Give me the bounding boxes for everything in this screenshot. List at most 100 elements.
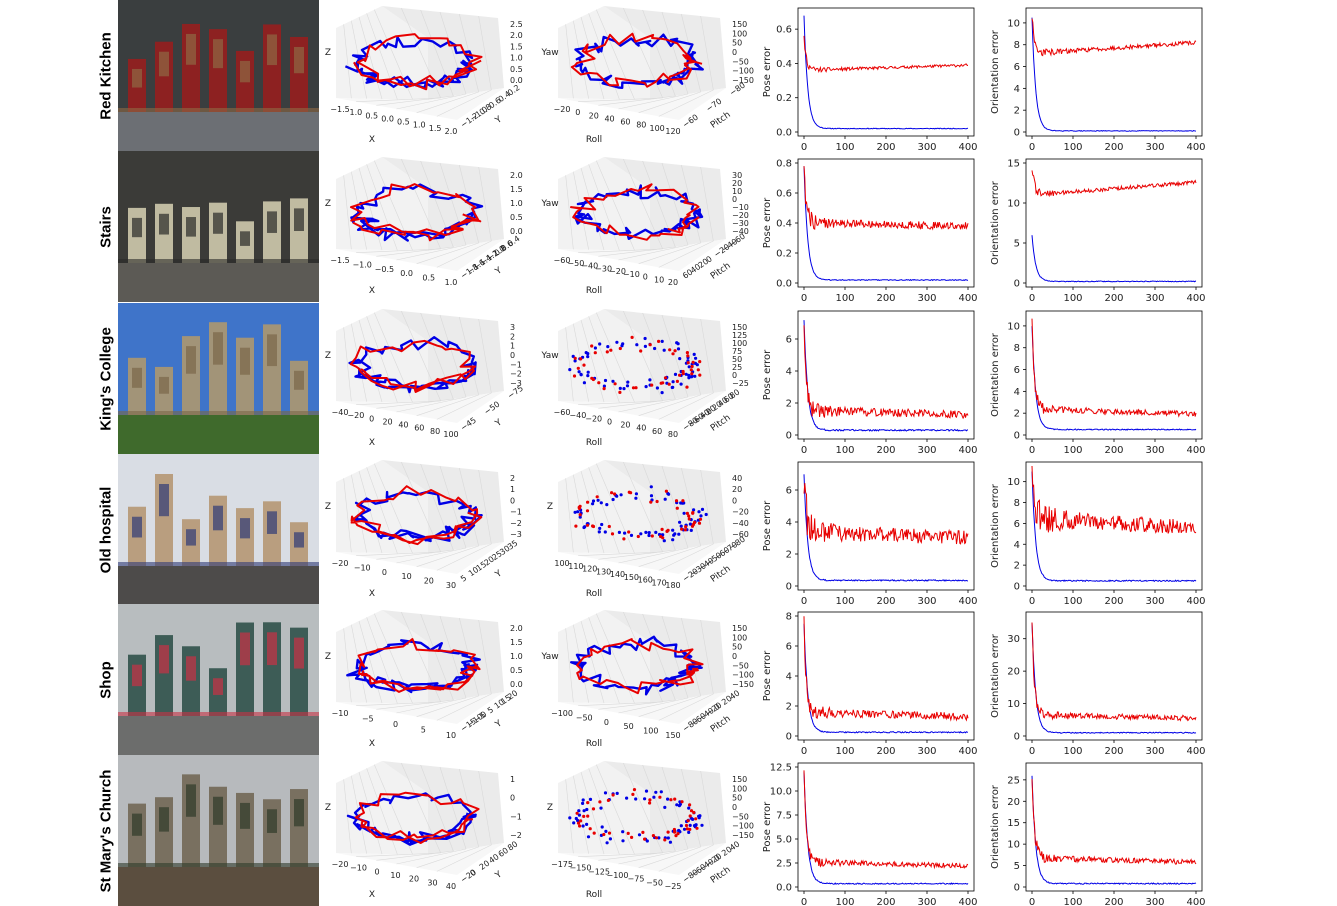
z-tick-label: −10: [732, 203, 749, 212]
trajectory-point-ground-truth: [586, 835, 591, 839]
trajectory-point-ground-truth: [621, 342, 625, 346]
grid-line: [588, 617, 620, 704]
grid-line: [376, 95, 454, 106]
z-tick-label: 0: [732, 803, 737, 812]
y-tick-label: 0.4: [776, 219, 792, 230]
y-tick-label: 0: [704, 254, 713, 264]
grid-line: [565, 327, 574, 402]
photo-window: [186, 33, 196, 65]
z-tick-label: −25: [732, 379, 749, 388]
scene-row: St Mary's Church 1 0 −1 −2 Z −20 −10 0 10 20 30 40 X −…: [0, 755, 1337, 906]
y-tick-label: 0: [1014, 883, 1020, 894]
trajectory-point-ground-truth: [583, 525, 587, 529]
series-line-predicted: [1031, 779, 1197, 866]
x-tick-label: 10: [390, 871, 400, 880]
x-axis-label: Roll: [586, 135, 602, 145]
trajectory-point-predicted: [634, 386, 638, 390]
z-tick-label: 1.0: [510, 199, 523, 208]
z-axis-label: Yaw: [540, 652, 558, 662]
scene-name: Old hospital: [97, 486, 115, 573]
z-tick-label: 50: [732, 794, 742, 803]
trajectory-point-predicted: [605, 350, 609, 354]
photo-window: [294, 532, 304, 548]
scene-name: St Mary's Church: [97, 769, 115, 892]
photo-ledge: [118, 562, 319, 566]
z-tick-label: 1.5: [510, 42, 523, 51]
trajectory-point-ground-truth: [671, 385, 675, 389]
x-tick-label: 200: [1104, 293, 1123, 304]
grid-line: [396, 93, 467, 110]
trajectory-point-predicted: [613, 382, 617, 386]
trajectory-point-ground-truth: [621, 839, 625, 843]
trajectory-point-predicted: [674, 499, 679, 503]
trajectory-point-ground-truth: [586, 352, 590, 356]
grid-line: [356, 701, 441, 706]
y-tick-label: 0.4: [776, 59, 792, 70]
trajectory-point-predicted: [659, 381, 663, 385]
y-tick-label: 8: [1014, 40, 1020, 51]
scene-photo-frame: [118, 454, 319, 605]
z-tick-label: −150: [732, 831, 754, 840]
trajectory-point-predicted: [694, 817, 698, 821]
grid-line: [358, 319, 383, 403]
trajectory-point-ground-truth: [634, 492, 638, 496]
photo-window: [240, 347, 250, 375]
x-tick-label: 100: [835, 897, 854, 906]
trajectory-point-predicted: [618, 390, 622, 394]
trajectory-point-ground-truth: [645, 839, 649, 843]
z-tick-label: 150: [732, 624, 747, 633]
trajectory-point-ground-truth: [671, 528, 675, 532]
photo-window: [267, 34, 277, 66]
x-tick-label: 300: [1145, 293, 1164, 304]
z-tick-label: 50: [732, 355, 742, 364]
photo-window: [294, 637, 304, 669]
y-tick-label: 0: [704, 406, 713, 416]
trajectory-point-ground-truth: [660, 391, 664, 395]
photo-window: [159, 51, 169, 77]
trajectory-point-ground-truth: [700, 823, 704, 827]
trajectory-point-ground-truth: [621, 830, 625, 834]
grid-line: [376, 699, 454, 710]
scene-name: Stairs: [97, 205, 115, 248]
grid-line: [578, 400, 663, 405]
z-tick-label: 0: [510, 351, 515, 360]
y-axis-label: Orientation error: [990, 332, 1001, 417]
x-tick-label: −1.0: [352, 260, 371, 269]
photo-window: [132, 367, 142, 388]
y-tick-label: 6: [1014, 519, 1020, 530]
trajectory-point-ground-truth: [679, 382, 683, 386]
photo-window: [186, 346, 196, 374]
photo-window: [159, 807, 169, 832]
trajectory-point-predicted: [607, 524, 611, 529]
trajectory-point-predicted: [665, 529, 669, 533]
trajectory-point-ground-truth: [659, 790, 663, 794]
grid-line: [376, 549, 454, 560]
z-tick-label: 1: [510, 485, 515, 494]
x-tick-label: 30: [446, 581, 456, 590]
trajectory-point-ground-truth: [690, 375, 694, 379]
x-tick-label: 100: [835, 746, 854, 757]
grid-line: [618, 93, 689, 110]
trajectory-point-ground-truth: [573, 359, 577, 363]
trajectory-point-ground-truth: [693, 374, 697, 378]
x-tick-label: 100: [1063, 293, 1082, 304]
z-tick-label: 50: [732, 39, 742, 48]
trajectory-point-ground-truth: [692, 352, 696, 356]
z-tick-label: −50: [732, 661, 749, 670]
trajectory-point-ground-truth: [593, 346, 597, 350]
x-tick-label: 400: [958, 293, 977, 304]
x-tick-label: 80: [636, 121, 646, 130]
grid-line: [598, 95, 676, 106]
trajectory-point-ground-truth: [577, 809, 581, 813]
x-tick-label: 0: [374, 867, 379, 876]
series-line-ground-truth: [1031, 471, 1197, 583]
x-tick-label: −5: [362, 715, 374, 724]
photo-ledge: [118, 259, 319, 263]
y-tick-label: 10: [1007, 477, 1020, 488]
grid-line: [356, 97, 441, 102]
grid-line: [588, 316, 620, 403]
x-tick-label: 0: [801, 445, 807, 456]
y-tick-label: 0.0: [776, 279, 792, 290]
